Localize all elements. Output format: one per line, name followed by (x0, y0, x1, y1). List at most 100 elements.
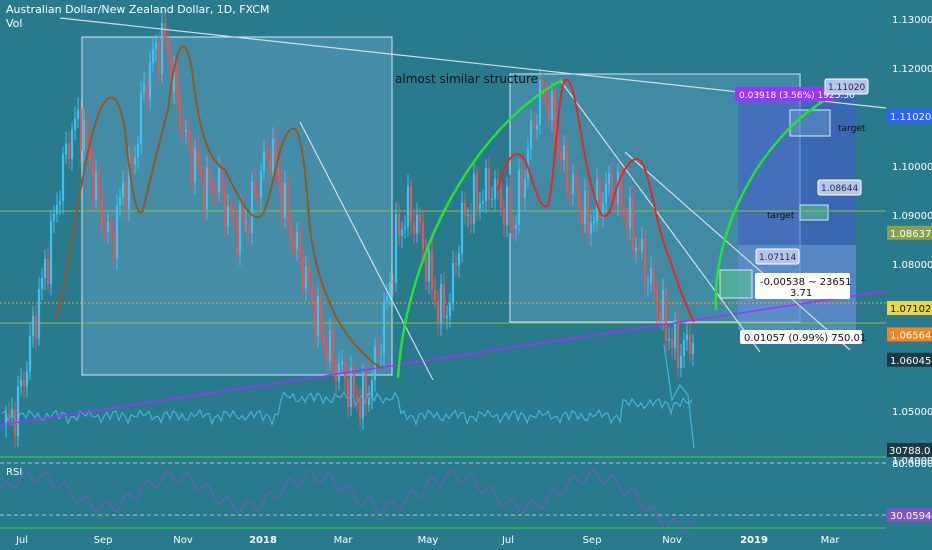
candle (103, 230, 107, 232)
candle (379, 353, 383, 355)
candle (505, 186, 509, 226)
candle (160, 22, 164, 75)
candle (652, 267, 656, 291)
structure-box-1 (81, 36, 393, 376)
measure-text: 0.01057 (0.99%) 750.01 (744, 333, 866, 344)
candle (118, 197, 122, 206)
target-boxes: 1.11020 1.08644 1.07114 (755, 78, 869, 265)
rsi-badge (887, 508, 932, 522)
candle (589, 222, 593, 235)
candle (88, 145, 92, 161)
candle (598, 179, 602, 218)
candle (316, 295, 320, 336)
candle (592, 221, 596, 223)
candle (67, 143, 71, 159)
price-badge-text: 1.06045 (890, 356, 931, 367)
candle (580, 210, 584, 225)
ascending-trendline (0, 290, 887, 426)
candle (655, 290, 659, 311)
target-box-text: 1.08644 (821, 184, 858, 194)
price-badge (887, 109, 932, 124)
candle (358, 399, 362, 419)
candle (409, 186, 413, 223)
candle (676, 319, 680, 368)
candle (331, 329, 335, 365)
candle (10, 409, 14, 416)
candle (400, 228, 404, 237)
candle (139, 92, 143, 145)
candle (169, 56, 173, 93)
candle (463, 202, 467, 216)
candle (625, 215, 629, 229)
candle (484, 167, 488, 202)
candle (301, 258, 305, 289)
candle (487, 167, 491, 200)
x-tick-label: 2018 (249, 535, 277, 546)
candle (178, 97, 182, 130)
candle (145, 83, 149, 101)
candle (514, 224, 518, 229)
candle (664, 289, 668, 341)
candle (628, 196, 632, 229)
candle (322, 333, 326, 345)
target-label: target (767, 211, 795, 221)
candle (46, 259, 50, 285)
x-tick-label: Jul (15, 535, 28, 546)
candle (541, 80, 545, 96)
candle (370, 380, 374, 398)
trend-segment (559, 79, 761, 353)
candle (307, 266, 311, 285)
candle (115, 205, 119, 259)
candle (427, 250, 431, 282)
y-tick-label: 1.08000 (892, 260, 932, 271)
candle (100, 198, 104, 231)
candle (418, 214, 422, 223)
candle (238, 204, 242, 255)
candle (208, 167, 212, 187)
candle (34, 315, 38, 339)
candle (172, 65, 176, 93)
candle (289, 222, 293, 243)
candle (319, 295, 323, 334)
candle (205, 167, 209, 210)
rsi-line (1, 468, 693, 534)
candle (631, 196, 635, 252)
candle (277, 168, 281, 183)
candle (523, 178, 527, 198)
candle (493, 179, 497, 200)
candle (214, 192, 218, 194)
candle (466, 214, 470, 216)
target-box-text: 1.07114 (759, 253, 796, 263)
candle (187, 129, 191, 143)
projection-arc-2 (714, 98, 826, 311)
candle (7, 413, 11, 416)
candle (601, 202, 605, 218)
candle (376, 346, 380, 355)
candle (61, 154, 65, 202)
candle (604, 183, 608, 203)
candle (4, 413, 8, 426)
candle (577, 188, 581, 211)
annotation-text: almost similar structure (395, 72, 538, 86)
candle (259, 170, 263, 198)
candle (361, 373, 365, 419)
candle (199, 166, 203, 174)
candle (661, 289, 665, 321)
candle (235, 219, 239, 255)
candle (154, 42, 158, 49)
candle (313, 300, 317, 336)
rsi-tick-label: 80.0000 (892, 459, 932, 470)
candle (430, 250, 434, 290)
measure-text: -0.00538 ~ 23651 (760, 277, 852, 288)
candle (571, 174, 575, 195)
candle (58, 201, 62, 205)
candle (448, 302, 452, 316)
candle (367, 397, 371, 405)
y-tick-label: 1.05000 (892, 407, 932, 418)
price-badge (887, 301, 932, 316)
candle (190, 142, 194, 183)
target-label: target (838, 124, 866, 134)
chart-title: Australian Dollar/New Zealand Dollar, 1D… (6, 3, 270, 16)
candle (349, 367, 353, 408)
